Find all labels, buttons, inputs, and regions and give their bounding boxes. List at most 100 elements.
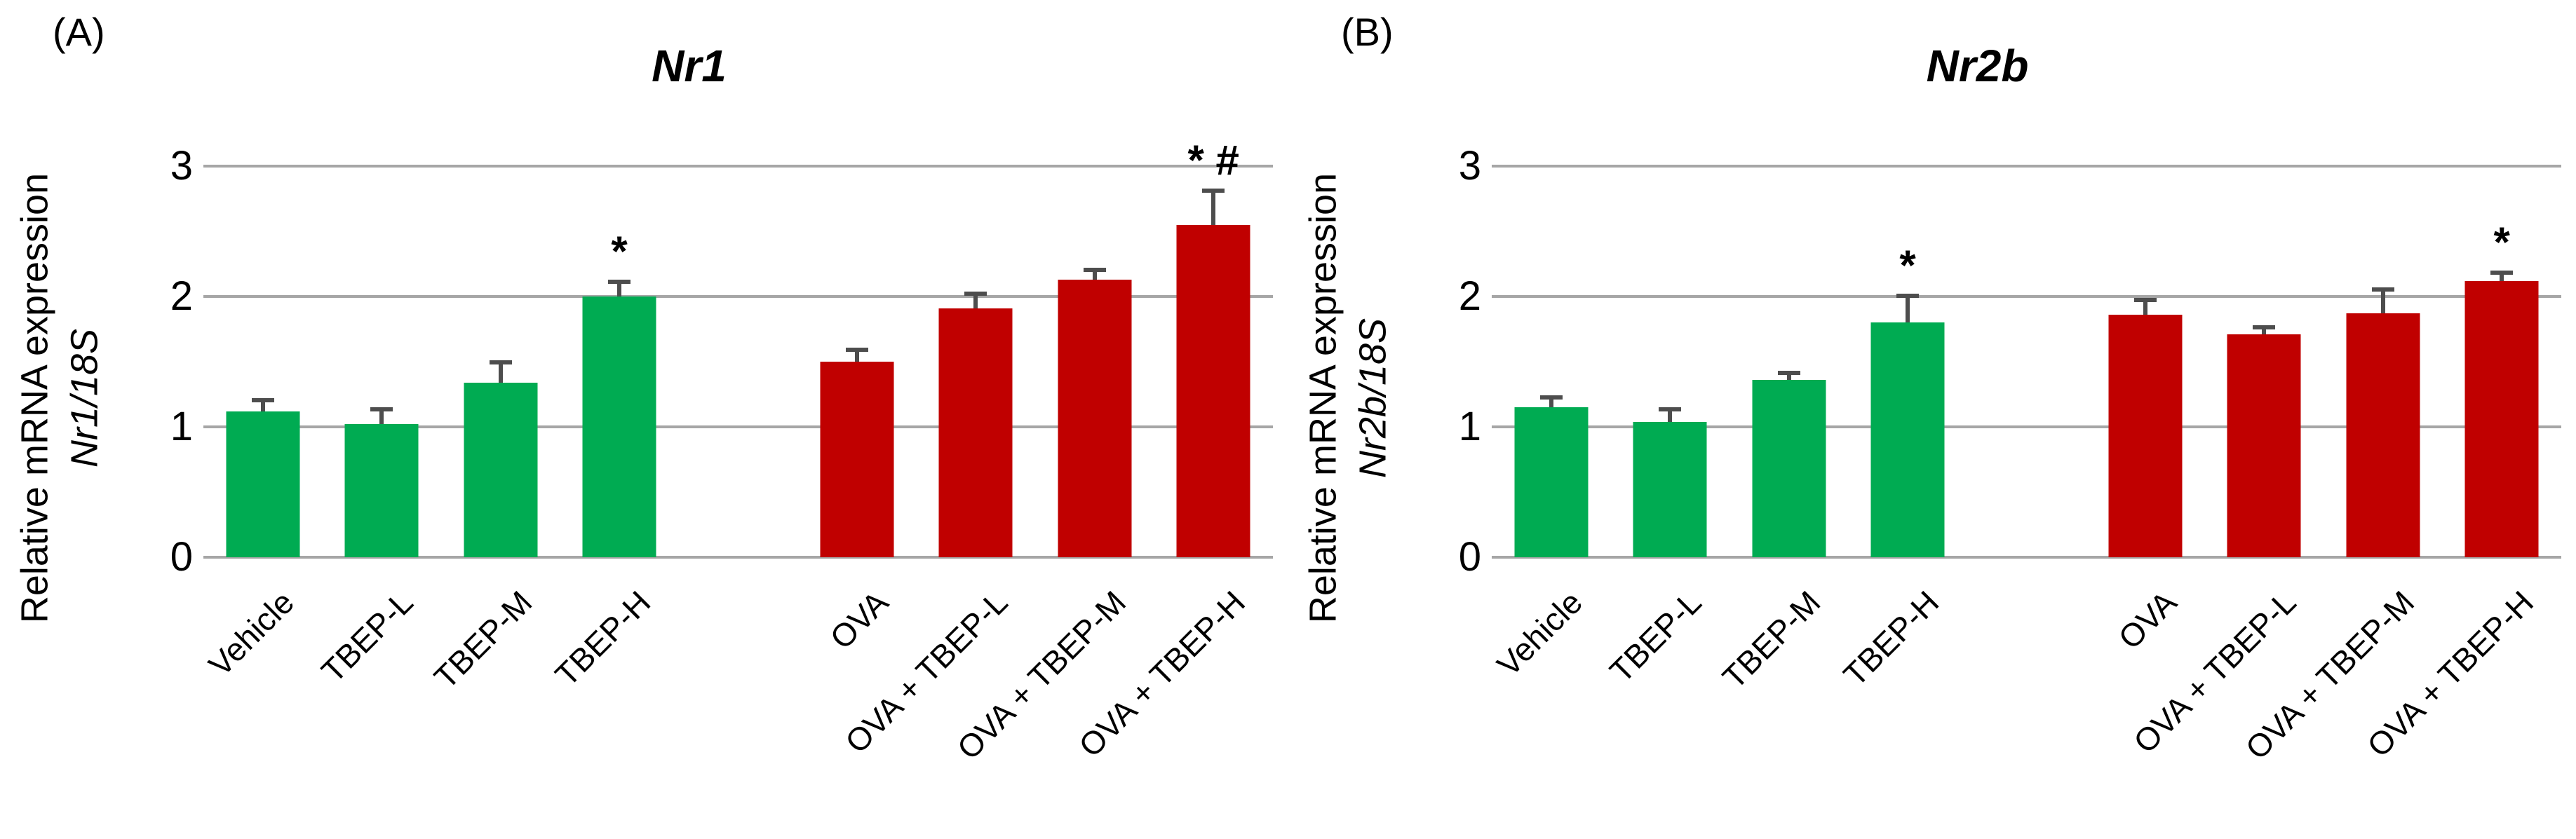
- y-tick-label: 0: [1458, 534, 1481, 580]
- x-tick-label: TBEP-M: [426, 583, 539, 696]
- error-bar: [2253, 325, 2276, 334]
- panel-a-plot-area: Vehicle TBEP-L TBEP-M * TBEP-H OVA OVA + TBEP-…: [202, 139, 1273, 767]
- error-bar-cap: [1202, 188, 1225, 193]
- significance-marker: *: [611, 227, 628, 275]
- bar-ova-tbep-l: [938, 308, 1013, 557]
- bar-tbep-l: [1633, 421, 1707, 557]
- panel-b-chart-title: Nr2b: [1926, 41, 2029, 91]
- panel-b: (B) Nr2b Relative mRNA expression Nr2b/1…: [1288, 0, 2576, 839]
- bar-slot: * TBEP-H: [1837, 166, 1967, 693]
- bar-slot: TBEP-M: [427, 166, 560, 696]
- bar-vehicle: [1514, 407, 1589, 557]
- error-bar-cap: [964, 291, 987, 296]
- error-bar-cap: [1659, 407, 1682, 412]
- error-bar: [1659, 407, 1682, 422]
- bar-slot: TBEP-L: [314, 166, 440, 690]
- error-bar-cap: [2133, 297, 2157, 302]
- error-bar: [1083, 268, 1106, 280]
- bar-tbep-h: [582, 296, 656, 557]
- x-tick-label: TBEP-M: [1715, 583, 1828, 696]
- y-tick-label: 2: [170, 273, 193, 319]
- group-gap: [1967, 166, 2086, 557]
- panel-a: (A) Nr1 Relative mRNA expression Nr1/18S…: [13, 10, 1273, 767]
- error-bar: [370, 407, 393, 425]
- x-tick-label: TBEP-H: [548, 583, 658, 693]
- bar-slot: OVA + TBEP-L: [2126, 166, 2324, 760]
- y-axis-label-line1: Relative mRNA expression: [13, 172, 56, 624]
- x-tick-label: TBEP-L: [314, 583, 420, 690]
- bar-slot: OVA + TBEP-L: [837, 166, 1035, 760]
- bar-vehicle: [226, 411, 300, 557]
- error-bar-cap: [1896, 294, 1920, 299]
- error-bar: [2371, 287, 2394, 314]
- gridline-y-1: [1492, 425, 2561, 429]
- error-bar: [608, 279, 631, 296]
- bar-slot: * TBEP-H: [548, 166, 678, 693]
- y-tick-label: 3: [1458, 143, 1481, 189]
- bar-slot: OVA + TBEP-M: [2239, 166, 2442, 767]
- significance-marker: * #: [1187, 136, 1239, 184]
- bar-slot: TBEP-M: [1715, 166, 1848, 696]
- bar-slot: OVA: [797, 166, 916, 656]
- x-tick-label: TBEP-L: [1603, 583, 1708, 690]
- significance-marker: *: [2493, 218, 2510, 266]
- panel-b-label: (B): [1341, 10, 1394, 54]
- bar-tbep-m: [464, 382, 538, 557]
- bar-slot: OVA + TBEP-M: [950, 166, 1154, 767]
- error-bar-cap: [2371, 287, 2394, 292]
- bar-ova-tbep-h: [2464, 280, 2539, 557]
- panel-b-plot-area: Vehicle TBEP-L TBEP-M * TBEP-H OVA OVA + TBEP-…: [1490, 165, 2561, 767]
- bar-ova-tbep-l: [2227, 334, 2301, 557]
- y-tick-label: 3: [170, 143, 193, 189]
- bar-slot: Vehicle: [1490, 166, 1610, 683]
- error-bar-cap: [845, 347, 868, 352]
- gridline-y-0: [1492, 556, 2561, 559]
- bar-slot: TBEP-L: [1603, 166, 1729, 690]
- x-tick-label: TBEP-H: [1836, 583, 1946, 693]
- error-bar: [489, 360, 512, 383]
- error-bar-cap: [1777, 371, 1800, 376]
- error-bar: [845, 347, 868, 362]
- error-bar: [964, 291, 987, 308]
- gridline-y-3: [203, 165, 1273, 168]
- error-bar: [2133, 297, 2157, 315]
- bar-tbep-m: [1752, 380, 1826, 557]
- group-gap: [679, 166, 797, 557]
- error-bar-cap: [489, 360, 512, 365]
- error-bar: [1777, 371, 1800, 381]
- error-bar: [1539, 395, 1563, 408]
- panel-a-label: (A): [53, 10, 105, 54]
- x-tick-label: Vehicle: [201, 583, 302, 683]
- bar-ova: [820, 362, 894, 557]
- error-bar-cap: [2490, 270, 2514, 275]
- gridline-y-3: [1492, 165, 2561, 168]
- gridline-y-2: [203, 295, 1273, 299]
- x-tick-label: OVA: [823, 583, 896, 656]
- error-bar: [251, 398, 274, 411]
- y-axis-label-line1: Relative mRNA expression: [1302, 172, 1344, 624]
- error-bar-cap: [1539, 395, 1563, 400]
- error-bar-cap: [370, 407, 393, 412]
- bar-tbep-l: [344, 424, 419, 557]
- bars-row: Vehicle TBEP-L TBEP-M * TBEP-H OVA OVA + TBEP-…: [202, 139, 1273, 767]
- bar-slot: OVA: [2086, 166, 2204, 656]
- error-bar-cap: [251, 398, 274, 403]
- y-tick-label: 1: [170, 404, 193, 449]
- bars-row: Vehicle TBEP-L TBEP-M * TBEP-H OVA OVA + TBEP-…: [1490, 166, 2561, 767]
- gridline-y-1: [203, 425, 1273, 429]
- error-bar: [1202, 188, 1225, 225]
- x-tick-label: OVA: [2111, 583, 2184, 656]
- bar-slot: * OVA + TBEP-H: [2360, 166, 2561, 764]
- bar-ova: [2108, 315, 2183, 557]
- error-bar: [2490, 270, 2514, 281]
- bar-ova-tbep-m: [2346, 313, 2420, 557]
- gridline-y-0: [203, 556, 1273, 559]
- error-bar-cap: [1083, 268, 1106, 273]
- bar-slot: Vehicle: [202, 166, 322, 683]
- y-tick-label: 2: [1458, 273, 1481, 319]
- panel-a-chart-title: Nr1: [652, 41, 727, 91]
- bar-ova-tbep-h: [1176, 224, 1250, 557]
- error-bar-cap: [2253, 325, 2276, 329]
- x-tick-label: Vehicle: [1490, 583, 1590, 683]
